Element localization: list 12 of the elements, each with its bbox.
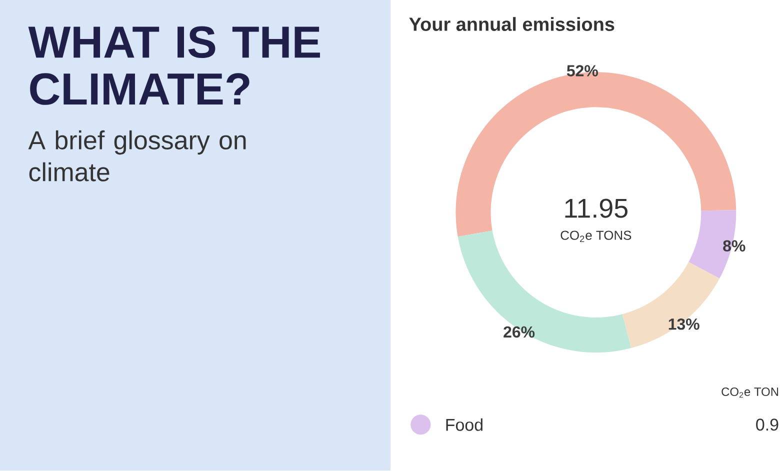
legend-label: Food xyxy=(446,418,482,432)
text: 11.95 xyxy=(565,198,628,218)
text: CO$_{2}$e TON xyxy=(722,388,778,398)
text: CO$_{2}$e TONS xyxy=(560,230,632,242)
data-label: 13% xyxy=(668,318,700,330)
text: A brief glossary on climate xyxy=(28,130,246,182)
data-label: 26% xyxy=(504,326,535,338)
chart-title: Your annual emissions xyxy=(409,17,614,32)
data-label: 8% xyxy=(723,240,746,252)
text: 0.9 xyxy=(756,418,778,431)
data-label: 52% xyxy=(566,65,598,77)
text: WHAT IS THE CLIMATE? xyxy=(28,26,320,106)
